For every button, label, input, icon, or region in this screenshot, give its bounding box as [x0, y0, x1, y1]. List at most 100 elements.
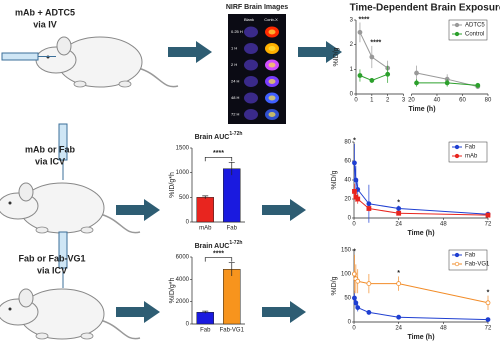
arrow — [116, 199, 160, 221]
point — [366, 309, 372, 315]
y-tick-label: 100 — [341, 272, 352, 278]
x-tick-label: 24 — [395, 326, 402, 332]
x-axis-label: Time (h) — [407, 334, 434, 341]
error-bar — [228, 161, 235, 176]
nirf-row: 0.25 H — [231, 29, 243, 34]
point — [485, 317, 491, 323]
annotation: * — [397, 199, 400, 206]
y-tick-label: 80 — [344, 140, 351, 146]
brain-image — [244, 26, 258, 38]
nirf-column: Blank — [244, 17, 254, 22]
point — [352, 295, 357, 301]
x-tick-label: Fab — [200, 328, 211, 334]
row-label: mAb + ADTC5 — [15, 7, 75, 17]
annotation: **** — [370, 40, 381, 47]
row-label: via IV — [33, 19, 57, 29]
chart-title-superscript: 1-72h — [229, 131, 242, 137]
error-bar — [202, 310, 209, 314]
brain-image — [244, 92, 258, 104]
x-axis-label: Time (h) — [407, 230, 434, 237]
point — [366, 201, 372, 207]
brain-image — [244, 43, 258, 54]
x-tick-label: 48 — [440, 326, 447, 332]
x-tick-label: 40 — [434, 98, 441, 104]
point — [414, 70, 419, 76]
point — [396, 210, 402, 216]
connector — [371, 73, 388, 81]
y-tick-label: 1000 — [176, 170, 190, 176]
x-tick-label: 0 — [352, 222, 356, 228]
y-axis-label: %ID/g*h — [169, 278, 176, 304]
bar — [223, 269, 241, 325]
chart-title: Brain AUC1-72h — [195, 131, 243, 141]
connector — [398, 208, 489, 215]
mouse-illustration — [35, 36, 179, 88]
legend-label: mAb — [465, 154, 478, 160]
y-tick-label: 2000 — [176, 299, 190, 305]
legend-marker — [454, 261, 460, 267]
error-bar — [228, 262, 235, 276]
y-tick-label: 0 — [186, 220, 190, 226]
point — [355, 278, 361, 284]
x-tick-label: 0 — [352, 326, 356, 332]
point — [355, 305, 361, 311]
connector — [447, 82, 478, 86]
row-label: Fab or Fab-VG1 — [18, 253, 85, 263]
y-tick-label: 3 — [350, 18, 354, 24]
brain-image — [268, 62, 276, 68]
legend-label: Fab — [465, 145, 476, 151]
point — [485, 212, 491, 218]
chart-title-superscript: 1-72h — [229, 240, 242, 246]
y-axis-label: %ID/g — [333, 47, 340, 66]
row-label: mAb or Fab — [25, 144, 76, 154]
bar — [223, 168, 241, 223]
point — [357, 29, 363, 35]
x-axis-label: Time (h) — [408, 106, 435, 113]
x-tick-label: 72 — [485, 326, 492, 332]
y-tick-label: 4000 — [176, 277, 190, 283]
y-tick-label: 1 — [350, 67, 354, 73]
row-label: via ICV — [35, 156, 65, 166]
connector — [398, 212, 489, 216]
y-tick-label: 20 — [344, 197, 351, 203]
y-tick-label: 500 — [179, 195, 190, 201]
point — [352, 188, 357, 194]
annotation: * — [397, 270, 400, 277]
point — [357, 73, 363, 78]
x-tick-label: 2 — [386, 98, 390, 104]
annotation: **** — [213, 250, 224, 257]
point — [396, 206, 402, 211]
brain-image — [268, 95, 276, 101]
chart-title-text: Brain AUC — [195, 134, 230, 141]
connector — [357, 189, 370, 205]
error-bar — [202, 195, 209, 199]
connector — [368, 311, 399, 318]
x-tick-label: 3 — [402, 98, 406, 104]
x-tick-label: 72 — [485, 222, 492, 228]
x-tick-label: 1 — [370, 98, 374, 104]
syringe — [58, 231, 68, 288]
nirf-row: 1 H — [231, 46, 237, 51]
x-tick-label: 0 — [354, 98, 358, 104]
significance-bracket — [204, 156, 233, 162]
brain-image — [244, 109, 258, 120]
annotation: * — [487, 289, 490, 296]
legend-marker — [454, 31, 460, 37]
legend-label: Control — [465, 32, 484, 38]
y-tick-label: 1500 — [176, 146, 190, 152]
annotation: **** — [213, 150, 224, 157]
y-tick-label: 0 — [348, 320, 352, 326]
nirf-title: NIRF Brain Images — [226, 4, 288, 11]
connector — [368, 208, 399, 214]
y-tick-label: 50 — [344, 296, 351, 302]
annotation: **** — [359, 16, 370, 23]
legend-marker — [454, 22, 460, 28]
connector — [398, 283, 489, 304]
x-tick-label: 24 — [395, 222, 402, 228]
y-tick-label: 6000 — [176, 255, 190, 261]
nirf-column: Conb-X — [264, 17, 278, 22]
y-tick-label: 0 — [350, 92, 354, 98]
y-tick-label: 2 — [350, 42, 354, 48]
